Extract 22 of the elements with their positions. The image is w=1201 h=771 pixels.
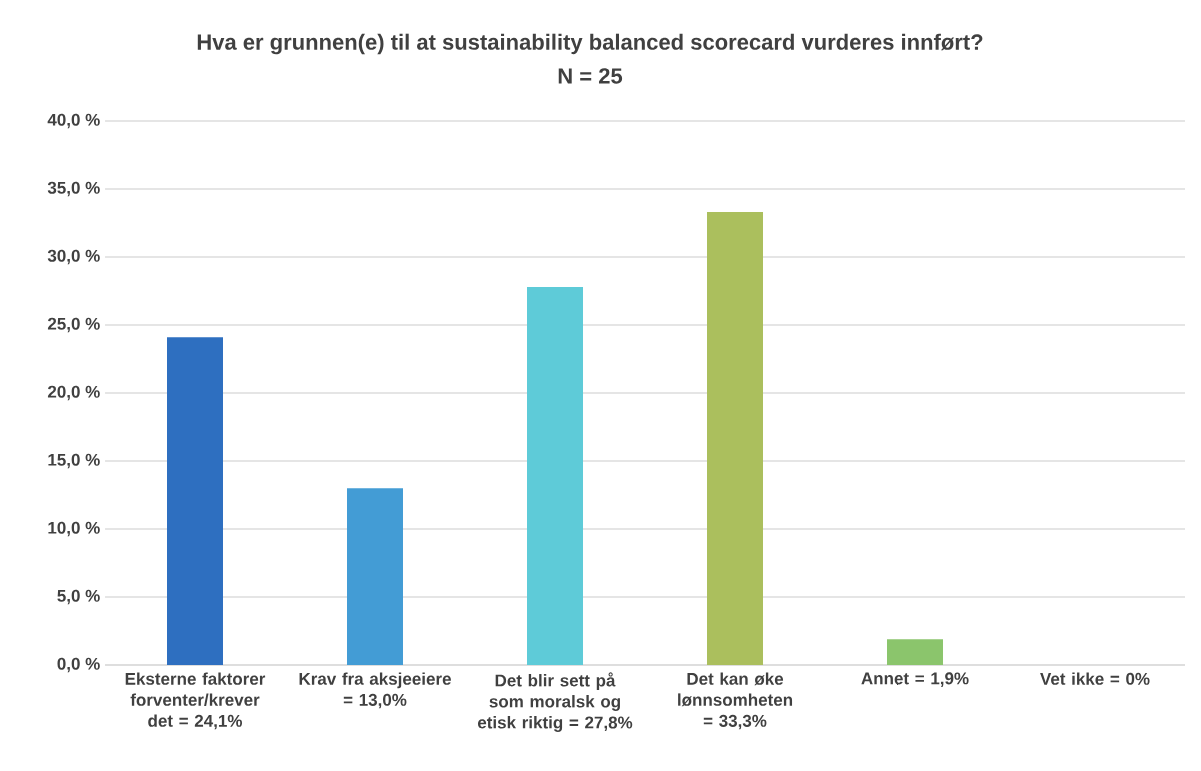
y-tick-label: 15,0 % bbox=[48, 453, 100, 469]
chart-subtitle: N = 25 bbox=[558, 68, 623, 84]
y-tick-label: 25,0 % bbox=[47, 317, 100, 333]
y-tick-label: 0,0 % bbox=[57, 657, 100, 673]
y-tick-label: 30,0 % bbox=[47, 249, 100, 265]
bar bbox=[707, 212, 764, 665]
bar bbox=[167, 337, 223, 665]
x-tick-label: Annet = 1,9% bbox=[861, 672, 969, 687]
y-tick-label: 35,0 % bbox=[47, 181, 100, 197]
x-tick-label: Vet ikke = 0% bbox=[1040, 672, 1150, 685]
x-tick-label: Krav fra aksjeeiere = 13,0% bbox=[299, 672, 451, 709]
bar bbox=[527, 286, 583, 665]
bar bbox=[347, 488, 403, 665]
x-tick-label: Det kan øke lønnsomheten = 33,3% bbox=[678, 672, 793, 730]
x-tick-label: Eksterne faktorer forventer/krever det = 24,1% bbox=[125, 672, 266, 730]
y-tick-label: 10,0 % bbox=[48, 521, 100, 537]
y-tick-label: 20,0 % bbox=[47, 385, 100, 401]
x-tick-label: Det blir sett på som moralsk og etisk riktig = 27,8% bbox=[477, 672, 633, 732]
bar bbox=[887, 639, 944, 665]
y-tick-label: 40,0 % bbox=[47, 113, 100, 129]
chart-title: Hva er grunnen(e) til at sustainability balanced scorecard vurderes innført? bbox=[197, 33, 983, 55]
y-tick-label: 5,0 % bbox=[57, 589, 100, 605]
